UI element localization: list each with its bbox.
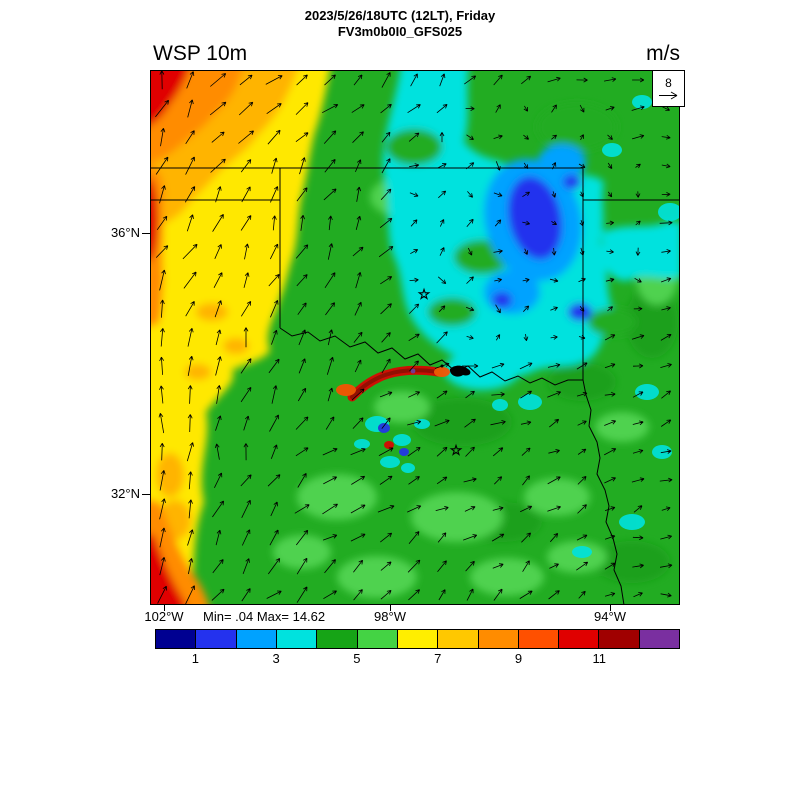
- wind-arrows: [155, 70, 673, 605]
- colorbar-segment: [356, 630, 397, 648]
- minmax-stats: Min= .04 Max= 14.62: [203, 609, 326, 624]
- wind-speed-shading: [150, 70, 680, 605]
- colorbar-segment: [235, 630, 276, 648]
- lon-label-94w: 94°W: [594, 609, 626, 624]
- colorbar-segment: [638, 630, 680, 648]
- lat-tick: [142, 494, 150, 495]
- plot-title-datetime: 2023/5/26/18UTC (12LT), Friday: [304, 8, 496, 23]
- lon-tick: [164, 605, 165, 611]
- lon-label-98w: 98°W: [374, 609, 406, 624]
- colorbar-tick-label: 11: [592, 651, 606, 666]
- lon-tick: [610, 605, 611, 611]
- colorbar-segment: [598, 630, 639, 648]
- field-label: WSP 10m: [153, 42, 248, 65]
- city-markers: ☆ ☆: [417, 287, 463, 460]
- colorbar-segment: [437, 630, 478, 648]
- colorbar-tick-row: 1 3 5 7 9 11: [155, 651, 680, 667]
- colorbar-segment: [396, 630, 438, 648]
- colorbar-tick-label: 5: [353, 651, 361, 666]
- colorbar-segment: [195, 630, 236, 648]
- colorbar: [155, 629, 680, 649]
- plot-title-model: FV3m0b0I0_GFS025: [337, 24, 463, 39]
- city-star-icon: ☆: [450, 443, 463, 459]
- map-frame: [150, 70, 680, 605]
- units-label: m/s: [646, 42, 680, 65]
- small-speckles: [336, 95, 680, 558]
- lat-label-36n: 36°N: [110, 225, 140, 240]
- colorbar-segment: [275, 630, 317, 648]
- map-area: ☆ ☆: [150, 70, 680, 605]
- colorbar-segment: [558, 630, 599, 648]
- colorbar-segment: [156, 630, 196, 648]
- red-river-border: [279, 327, 583, 386]
- state-borders: [150, 167, 680, 605]
- texas-east-border: [582, 379, 625, 605]
- colorbar-segment: [517, 630, 559, 648]
- colorbar-tick-label: 1: [191, 651, 199, 666]
- colorbar-tick-label: 3: [272, 651, 280, 666]
- reference-vector-arrow-icon: [658, 91, 677, 99]
- lon-label-102w: 102°W: [144, 609, 184, 624]
- lat-tick: [142, 233, 150, 234]
- colorbar-segment: [316, 630, 357, 648]
- wind-speed-map: ☆ ☆: [150, 70, 680, 605]
- reference-vector-box: 8: [652, 70, 685, 107]
- lat-label-32n: 32°N: [110, 486, 140, 501]
- colorbar-tick-label: 7: [434, 651, 442, 666]
- colorbar-tick-label: 9: [514, 651, 523, 666]
- city-star-icon: ☆: [418, 287, 431, 303]
- colorbar-segment: [477, 630, 518, 648]
- reference-vector-value: 8: [665, 75, 672, 90]
- lon-tick: [390, 605, 391, 611]
